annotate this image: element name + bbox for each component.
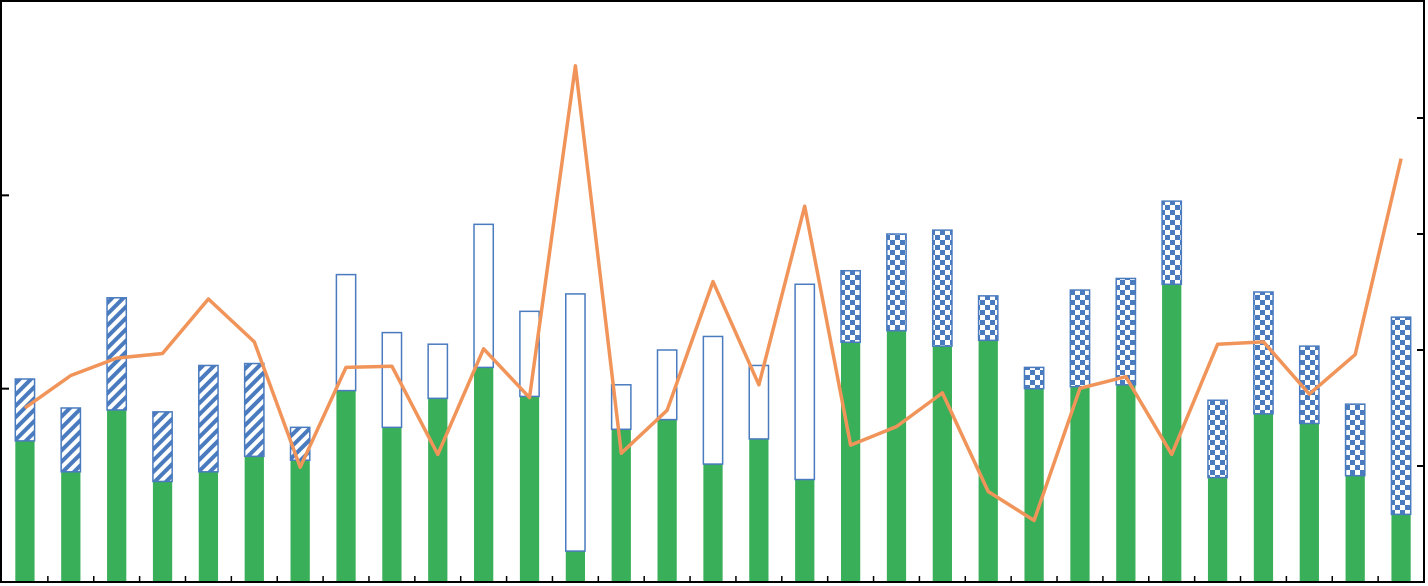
bar-segment: [840, 342, 861, 582]
line-series: [23, 64, 1403, 523]
bar-segment: [427, 343, 449, 400]
bar-segment: [473, 223, 495, 369]
bar-segment: [932, 346, 952, 582]
bar-segment: [840, 269, 861, 344]
bar-segment: [428, 398, 448, 582]
bar-segment: [152, 411, 173, 483]
bar-segment: [106, 297, 128, 411]
bar-segment: [1115, 277, 1137, 386]
bar-segment: [1207, 477, 1228, 582]
bar-segment: [381, 331, 403, 429]
bar-segment: [1161, 200, 1183, 286]
bar-segment: [702, 335, 724, 465]
bar-segment: [1345, 475, 1365, 582]
bar-segment: [60, 407, 82, 473]
bar-segment: [382, 427, 402, 582]
bar-segment: [1116, 384, 1136, 582]
bar-segment: [794, 283, 816, 481]
bar-segment: [15, 440, 35, 582]
bar-segment: [198, 471, 219, 582]
bar-segment: [1299, 423, 1319, 582]
bar-segment: [1162, 284, 1182, 582]
bar-segment: [931, 229, 953, 347]
bar-segment: [519, 396, 540, 582]
bar-segment: [1253, 413, 1274, 582]
bar-segment: [1390, 316, 1412, 516]
bar-segment: [244, 456, 264, 582]
bar-segment: [1069, 289, 1091, 388]
plot-area: [2, 64, 1424, 583]
bar-segment: [1253, 291, 1274, 415]
bar-segment: [565, 293, 586, 552]
bar-segment: [886, 233, 907, 332]
bar-segment: [749, 438, 769, 582]
bar-segment: [243, 362, 265, 458]
bar-segment: [290, 460, 310, 582]
bar-segment: [748, 364, 770, 440]
bar-segment: [107, 409, 127, 582]
bar-segment: [978, 340, 998, 582]
bar-segment: [1391, 514, 1411, 582]
bar-segment: [1024, 388, 1044, 582]
bar-segment: [1207, 399, 1228, 479]
bar-segment: [335, 273, 357, 392]
bar-segment: [1023, 366, 1045, 390]
bar-segment: [198, 364, 219, 473]
bar-segment: [474, 367, 494, 582]
bar-segment: [703, 464, 723, 582]
bar-segment: [611, 429, 631, 582]
bar-segment: [1344, 403, 1366, 477]
bar-segment: [886, 330, 907, 582]
bar-segment: [336, 390, 356, 582]
bar-segment: [1070, 386, 1090, 582]
bar-segment: [61, 471, 81, 582]
bar-segment: [657, 419, 677, 582]
bar-segment: [14, 378, 36, 442]
bar-segment: [565, 551, 586, 582]
bar-segment: [152, 481, 173, 582]
bar-segment: [977, 295, 999, 342]
bar-segment: [795, 479, 815, 582]
